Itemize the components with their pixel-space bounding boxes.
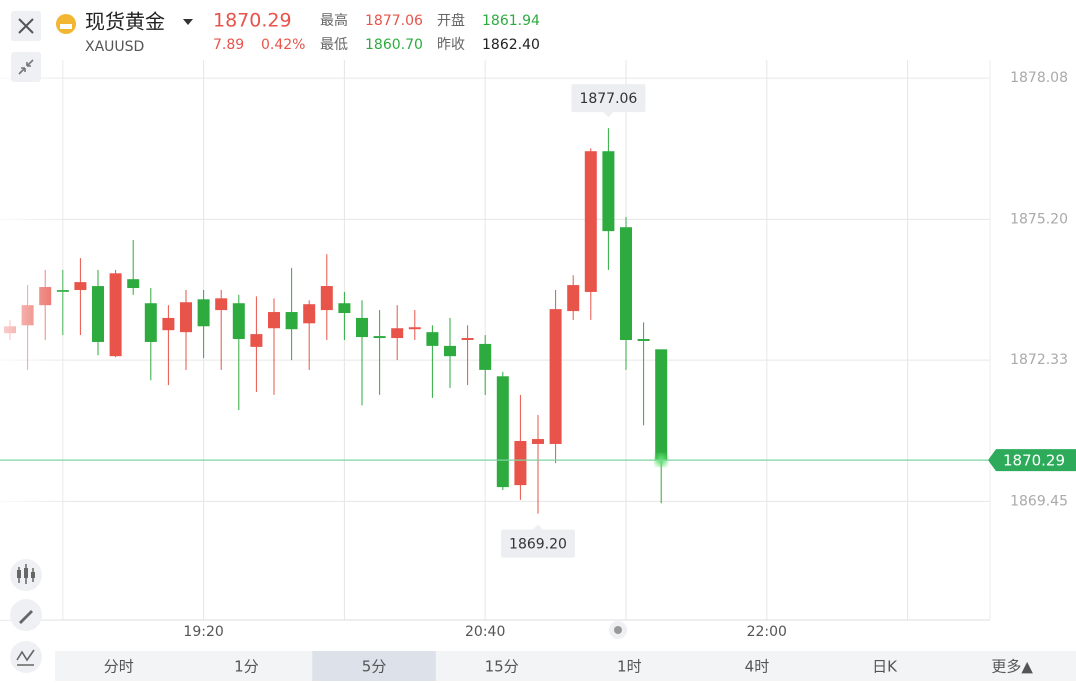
fade-overlay	[0, 60, 75, 620]
dropdown-caret[interactable]	[183, 19, 193, 25]
high-label: 1877.06	[579, 91, 637, 107]
low-tooltip	[501, 529, 575, 558]
tab[interactable]: 更多▲	[991, 658, 1033, 676]
candle-body	[320, 286, 333, 311]
candle-body	[250, 334, 263, 347]
last-price-label: 1870.29	[1003, 452, 1065, 470]
tab-selected	[312, 651, 436, 681]
candle-body	[215, 298, 228, 311]
candle-body	[92, 286, 104, 342]
candle-body	[197, 299, 210, 327]
candle-body	[620, 227, 632, 340]
price: 1870.29	[213, 10, 292, 32]
low-tooltip-pointer	[533, 524, 543, 530]
candle-body	[408, 327, 421, 330]
y-tick-label: 1869.45	[1010, 493, 1068, 509]
change-pct: 0.42%	[261, 37, 305, 53]
stat: 1861.94	[482, 13, 540, 29]
label: 最高	[320, 12, 348, 29]
candle-body	[127, 279, 140, 289]
candle-body	[391, 328, 404, 339]
tab[interactable]: 5分	[362, 658, 387, 676]
candle-body	[637, 339, 650, 341]
label: 开盘	[437, 12, 465, 29]
candle-body	[514, 441, 527, 486]
high-tooltip	[571, 84, 646, 113]
stat: 1862.40	[482, 37, 540, 53]
label: 昨收	[437, 37, 465, 53]
stat: 1860.70	[365, 37, 423, 53]
tab[interactable]: 日K	[872, 658, 898, 676]
candle-tool-icon	[24, 568, 28, 578]
tab[interactable]: 4时	[745, 658, 770, 676]
label: 最低	[320, 37, 348, 53]
candle-body	[444, 345, 456, 357]
instrument-name[interactable]: 现货黄金	[85, 10, 165, 34]
candle-body	[162, 317, 175, 331]
candle-body	[426, 332, 439, 346]
close-icon	[18, 18, 34, 34]
tabs: 分时 1分 5分 15分 1时 4时 日K 更多▲	[104, 651, 1033, 681]
high-tooltip-pointer	[603, 112, 614, 118]
tab[interactable]: 分时	[104, 658, 134, 676]
tab-bar	[55, 651, 1076, 681]
gold-bar	[60, 24, 72, 29]
collapse-button[interactable]	[11, 52, 41, 82]
candle-body	[567, 285, 580, 312]
change: 7.89	[213, 37, 244, 53]
candle-body	[496, 376, 509, 488]
tab[interactable]: 1时	[617, 658, 642, 676]
stat: 1877.06	[365, 13, 423, 29]
candle-body	[232, 303, 245, 340]
plot: 1878.08 1875.20 1872.33 1869.45 19:20 20:40 22…	[0, 60, 1076, 640]
symbol: XAUUSD	[85, 39, 144, 55]
candle-body	[373, 336, 386, 339]
candle-body	[602, 151, 615, 232]
candle-body	[549, 309, 562, 444]
y-tick-label: 1875.20	[1010, 211, 1068, 227]
candle-body	[180, 302, 192, 333]
indicator-icon	[16, 649, 35, 666]
x-tick-label: 20:40	[465, 624, 505, 640]
candle-body	[338, 303, 351, 314]
x-tick-label: 22:00	[747, 624, 787, 640]
candle-body	[268, 312, 280, 329]
tab[interactable]: 15分	[485, 658, 519, 676]
candle-body	[109, 273, 122, 357]
tab[interactable]: 1分	[234, 658, 259, 676]
candle-tool-icon	[31, 572, 35, 578]
candle-body	[461, 338, 474, 340]
candle-body	[479, 343, 492, 370]
candle-body	[356, 317, 368, 338]
x-tick-label: 19:20	[183, 624, 223, 640]
y-tick-label: 1878.08	[1010, 70, 1068, 86]
scroll-handle-dot	[614, 626, 622, 634]
low-label: 1869.20	[509, 537, 567, 553]
y-tick-label: 1872.33	[1010, 352, 1068, 368]
candle-body	[144, 303, 157, 342]
candle-body	[303, 304, 316, 324]
candle-body	[584, 151, 597, 292]
candle-body	[285, 312, 298, 330]
last-price-tag	[988, 449, 1076, 472]
candle-body	[655, 349, 668, 461]
candle-body	[532, 439, 544, 444]
candle-body	[74, 282, 87, 290]
collapse-icon	[18, 59, 34, 75]
pencil-icon	[19, 610, 33, 624]
candle-tool-icon	[17, 570, 21, 578]
